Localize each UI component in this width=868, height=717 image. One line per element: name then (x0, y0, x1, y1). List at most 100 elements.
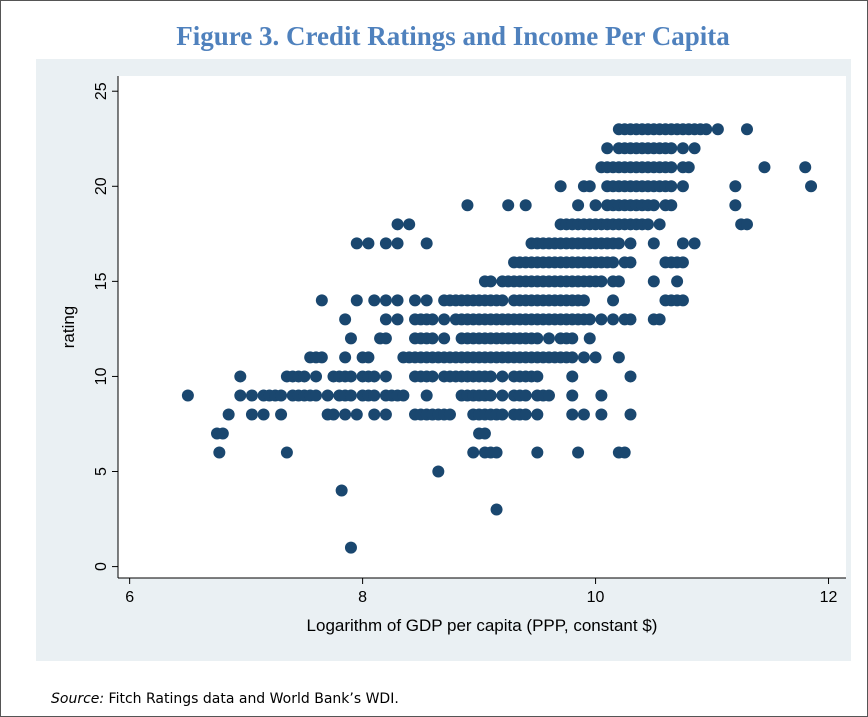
point (461, 199, 474, 212)
point (496, 294, 509, 307)
point (467, 446, 480, 459)
point (595, 275, 608, 288)
chart: Figure 3. Credit Ratings and Income Per … (36, 21, 851, 661)
point (213, 446, 226, 459)
point (682, 161, 695, 174)
point (426, 332, 439, 345)
point (310, 370, 323, 383)
point (339, 408, 352, 421)
point (595, 313, 608, 326)
point (420, 237, 433, 250)
point (339, 351, 352, 364)
point (420, 294, 433, 307)
point (298, 370, 311, 383)
point (496, 408, 509, 421)
point (344, 389, 357, 402)
point (490, 503, 503, 516)
point (583, 313, 596, 326)
point (234, 370, 247, 383)
point (310, 389, 323, 402)
point (624, 313, 637, 326)
point (577, 351, 590, 364)
point (426, 370, 439, 383)
point (368, 389, 381, 402)
point (350, 294, 363, 307)
point (234, 389, 247, 402)
point (275, 408, 288, 421)
y-tick-label: 10 (93, 367, 110, 385)
point (607, 256, 620, 269)
x-axis-label: Logarithm of GDP per capita (PPP, consta… (307, 616, 658, 635)
point (566, 370, 579, 383)
point (612, 275, 625, 288)
x-tick-label: 8 (358, 589, 367, 606)
point (805, 180, 818, 193)
point (502, 199, 515, 212)
point (618, 446, 631, 459)
point (595, 389, 608, 402)
point (566, 408, 579, 421)
point (368, 370, 381, 383)
point (438, 313, 451, 326)
y-tick-label: 0 (93, 562, 110, 571)
y-tick-label: 15 (93, 272, 110, 290)
point (426, 313, 439, 326)
point (484, 389, 497, 402)
point (216, 427, 229, 440)
point (519, 199, 532, 212)
point (344, 370, 357, 383)
point (245, 389, 258, 402)
point (647, 237, 660, 250)
point (740, 123, 753, 136)
point (379, 294, 392, 307)
point (711, 123, 724, 136)
point (350, 408, 363, 421)
point (740, 218, 753, 231)
point (583, 332, 596, 345)
point (589, 199, 602, 212)
point (676, 237, 689, 250)
point (589, 351, 602, 364)
point (391, 218, 404, 231)
point (344, 332, 357, 345)
y-tick-label: 5 (93, 467, 110, 476)
point (700, 123, 713, 136)
point (315, 351, 328, 364)
source-note: Source: Fitch Ratings data and World Ban… (51, 691, 399, 707)
point (496, 389, 509, 402)
point (647, 275, 660, 288)
point (403, 218, 416, 231)
point (280, 446, 293, 459)
point (490, 446, 503, 459)
point (653, 313, 666, 326)
point (665, 180, 678, 193)
point (438, 332, 451, 345)
x-tick-label: 12 (820, 589, 838, 606)
point (443, 408, 456, 421)
point (647, 199, 660, 212)
point (688, 237, 701, 250)
point (519, 389, 532, 402)
point (496, 370, 509, 383)
point (315, 294, 328, 307)
chart-title: Figure 3. Credit Ratings and Income Per … (176, 21, 730, 51)
point (531, 408, 544, 421)
point (531, 332, 544, 345)
plot-area (118, 76, 846, 578)
point (327, 408, 340, 421)
point (379, 237, 392, 250)
point (350, 237, 363, 250)
point (665, 161, 678, 174)
point (799, 161, 812, 174)
point (344, 541, 357, 554)
source-label: Source: (51, 691, 105, 707)
point (612, 237, 625, 250)
point (572, 446, 585, 459)
point (607, 313, 620, 326)
point (671, 275, 684, 288)
point (676, 256, 689, 269)
point (566, 332, 579, 345)
point (577, 408, 590, 421)
x-tick-label: 10 (587, 589, 605, 606)
